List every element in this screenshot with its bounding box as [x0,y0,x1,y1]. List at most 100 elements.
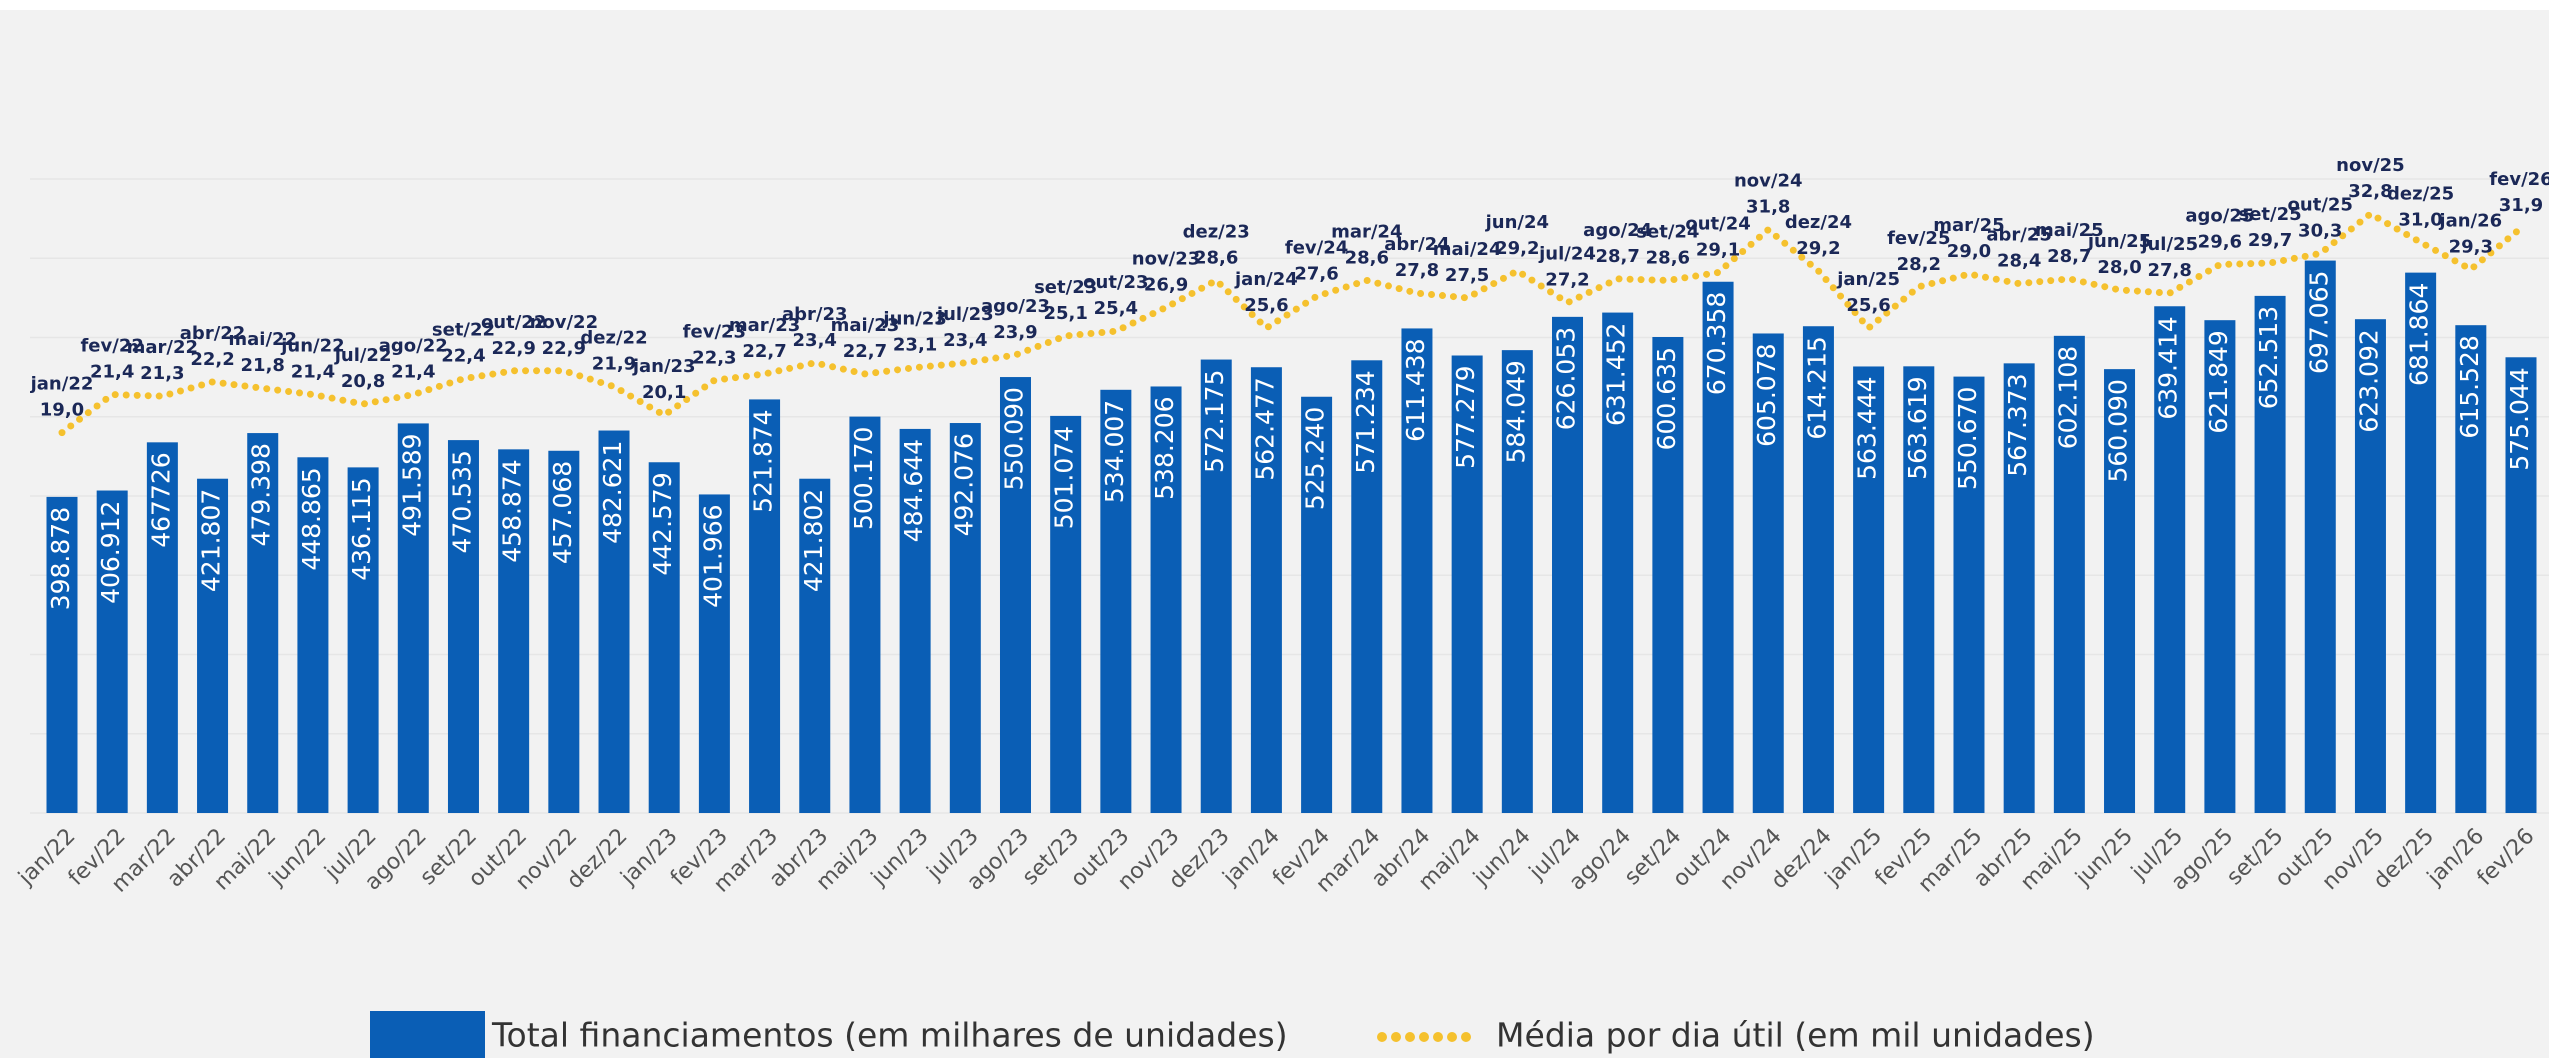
bar [849,416,881,813]
bar [1050,415,1082,813]
line-value-label: 22,7 [742,341,786,362]
bar-value-label: 602.108 [2053,346,2082,449]
line-value-label: 23,9 [993,322,1037,343]
bar-value-label: 621.849 [2204,330,2233,433]
bar [648,462,680,813]
line-value-label: 21,3 [140,363,184,384]
line-value-label: 29,6 [2198,232,2242,253]
line-category-label: mai/22 [228,329,297,350]
bar [2204,320,2236,813]
line-category-label: ago/23 [981,296,1050,317]
bar-value-label: 571.234 [1351,370,1380,473]
x-tick-label: fev/26 [2473,824,2540,891]
bar [2405,272,2437,813]
line-category-label: mar/25 [1933,215,2004,236]
line-category-label: mar/23 [729,315,800,336]
bar-value-label: 563.444 [1853,376,1882,479]
top-strip [0,0,2549,10]
line-value-label: 21,4 [291,362,335,383]
line-category-label: out/24 [1685,214,1750,235]
line-category-label: abr/22 [180,323,246,344]
bar [2304,260,2336,813]
bar-value-label: 406.912 [96,501,125,604]
bar-value-label: 457.068 [548,461,577,564]
bar [999,377,1031,813]
line-value-label: 31,9 [2499,195,2543,216]
bar-value-label: 652.513 [2254,306,2283,409]
bar-value-label: 567.373 [2003,373,2032,476]
bar [46,496,78,813]
line-category-label: mar/22 [127,337,198,358]
line-category-label: jan/26 [2438,210,2502,231]
line-category-label: ago/22 [379,336,448,357]
line-value-label: 22,4 [441,346,485,367]
bar [1150,386,1182,813]
bar [1501,350,1533,813]
bar [598,430,630,813]
bar [749,399,781,813]
line-category-label: jul/25 [2140,234,2198,255]
line-value-label: 28,7 [1595,246,1639,267]
line-category-label: fev/22 [80,336,143,357]
bar-value-label: 560.090 [2104,379,2133,482]
line-value-label: 31,0 [2398,209,2442,230]
bar-value-label: 501.074 [1050,426,1079,529]
bar-value-label: 421.807 [197,489,226,592]
line-value-label: 32,8 [2348,181,2392,202]
legend-label: Total financiamentos (em milhares de uni… [491,1016,1288,1055]
line-value-label: 21,4 [391,362,435,383]
bar [2505,357,2537,813]
line-category-label: jan/22 [30,374,94,395]
bar-value-label: 670.358 [1702,292,1731,395]
line-category-label: out/23 [1083,272,1148,293]
bar-value-label: 563.619 [1903,376,1932,479]
line-category-label: jan/24 [1234,269,1298,290]
bar-value-label: 584.049 [1501,360,1530,463]
bar [1903,366,1935,813]
line-value-label: 22,7 [843,341,887,362]
line-category-label: nov/23 [1132,248,1201,269]
line-value-label: 23,4 [943,330,987,351]
bar-value-label: 401.966 [698,504,727,607]
line-value-label: 27,2 [1545,270,1589,291]
line-category-label: fev/24 [1285,237,1348,258]
line-category-label: jul/23 [936,304,994,325]
bar [548,450,580,813]
x-tick-label: jun/24 [1468,824,1535,891]
bar-value-label: 614.215 [1802,336,1831,439]
line-category-label: out/25 [2288,194,2353,215]
line-value-label: 25,6 [1244,295,1288,316]
line-value-label: 31,8 [1746,197,1790,218]
line [58,209,2525,437]
bar-value-label: 577.279 [1451,366,1480,469]
bar [2354,319,2386,813]
line-value-label: 25,4 [1094,298,1138,319]
bar [197,478,229,813]
line-value-label: 22,9 [542,338,586,359]
bar [498,449,530,813]
line-category-label: set/24 [1636,221,1699,242]
bar-value-label: 491.589 [397,433,426,536]
line-value-label: 28,2 [1897,254,1941,275]
bar [297,457,329,813]
line-value-label: 22,3 [692,347,736,368]
bar [1200,359,1232,813]
bar-value-label: 534.007 [1100,400,1129,503]
bar [2053,335,2085,813]
bar-value-label: 600.635 [1652,347,1681,450]
bar-value-label: 626.053 [1552,327,1581,430]
bar-value-label: 482.621 [598,441,627,544]
line-category-label: out/22 [481,312,546,333]
bar [1652,336,1684,813]
bar-value-label: 525.240 [1301,407,1330,510]
line-category-label: dez/22 [580,328,647,349]
line-category-label: nov/22 [530,312,599,333]
line-category-label: mai/24 [1433,239,1502,260]
line-value-label: 27,6 [1294,263,1338,284]
bar-value-label: 615.528 [2455,335,2484,438]
line-category-label: ago/24 [1583,220,1652,241]
line-category-label: dez/25 [2387,183,2454,204]
bar [1451,355,1483,813]
line-value-label: 29,0 [1947,241,1991,262]
